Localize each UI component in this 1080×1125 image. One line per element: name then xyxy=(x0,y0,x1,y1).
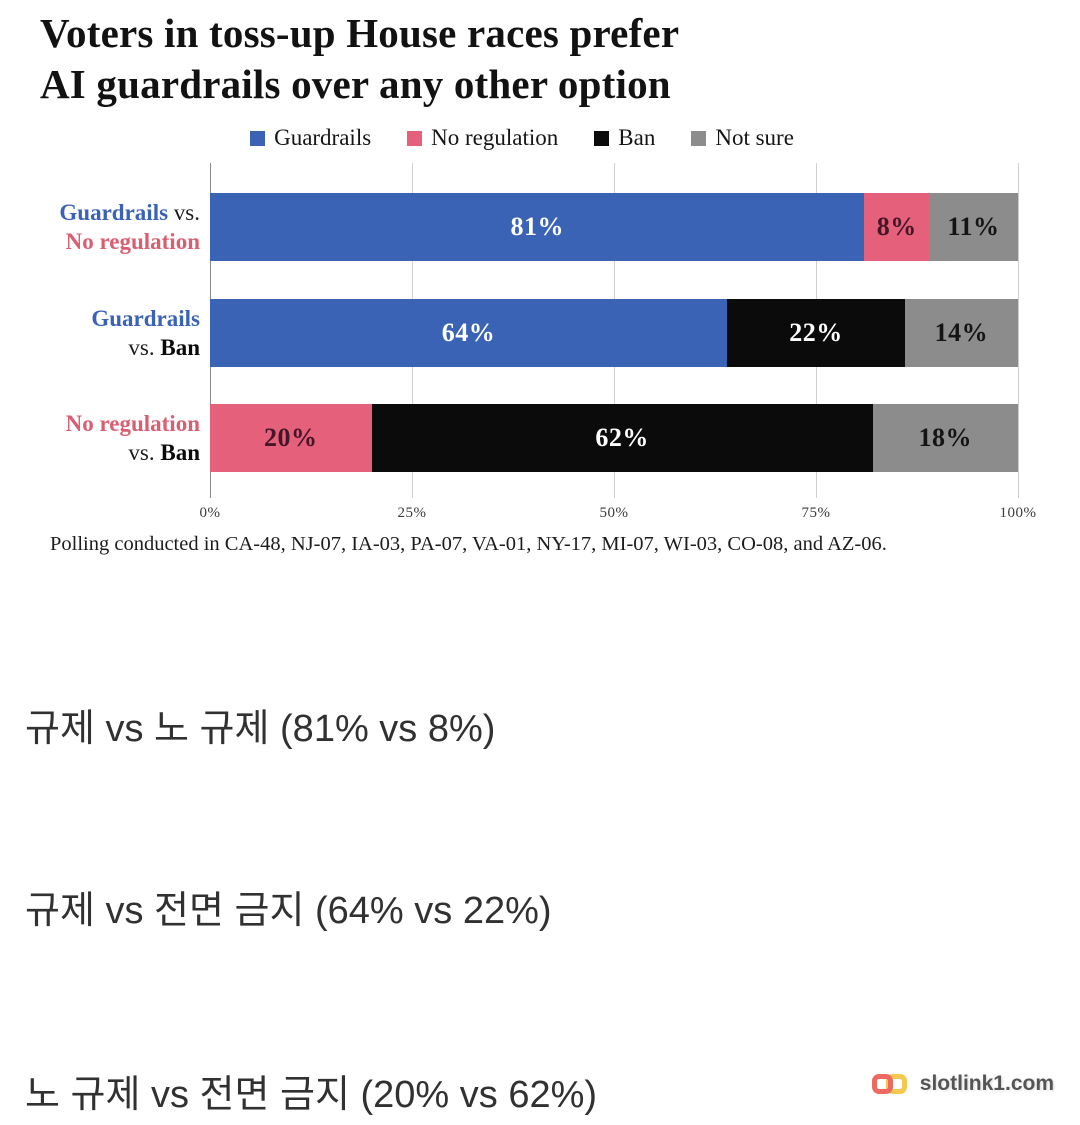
bar-row-label-line: vs. Ban xyxy=(128,335,200,360)
legend-swatch xyxy=(691,130,707,146)
bar-segment-no-regulation: 8% xyxy=(864,193,930,261)
bar-row: 64% 22% 14% xyxy=(210,299,1018,367)
watermark-text: slotlink1.com xyxy=(919,1072,1054,1095)
bar-segment-value: 8% xyxy=(876,212,917,241)
poll-chart: Voters in toss-up House races prefer AI … xyxy=(0,8,1044,555)
x-axis-tick-label: 100% xyxy=(999,505,1037,521)
legend-item-not-sure: Not sure xyxy=(691,125,794,151)
plot-area: 0% 25% 50% 75% 100% 81% 8% 11% 64% 22% 14% 20% 62% 18… xyxy=(200,163,1036,521)
x-axis-tick-label: 75% xyxy=(801,505,831,521)
bar-segment-value: 11% xyxy=(947,212,1000,241)
bar-row-label-line: vs. Ban xyxy=(128,440,200,465)
caption-row3: 노 규제 vs 전면 금지 (20% vs 62%) xyxy=(25,1074,598,1116)
caption-row1: 규제 vs 노 규제 (81% vs 8%) xyxy=(25,708,496,750)
legend-swatch xyxy=(250,130,266,146)
bar-segment-guardrails: 81% xyxy=(210,193,865,261)
x-axis-tick-label: 25% xyxy=(397,505,427,521)
bar-segment-not-sure: 11% xyxy=(929,193,1018,261)
bar-row-label-line: Guardrails vs. xyxy=(59,200,200,225)
chart-title: Voters in toss-up House races prefer AI … xyxy=(40,8,940,110)
x-axis-tick-label: 50% xyxy=(599,505,629,521)
legend-label: Guardrails xyxy=(274,125,372,150)
legend-item-guardrails: Guardrails xyxy=(250,125,371,151)
bar-segment-value: 22% xyxy=(789,318,843,347)
bar-segment-guardrails: 64% xyxy=(210,299,728,367)
bar-row: 81% 8% 11% xyxy=(210,193,1018,261)
bar-segment-value: 14% xyxy=(934,318,989,347)
bar-row-label-line: No regulation xyxy=(65,229,200,254)
legend-item-ban: Ban xyxy=(594,125,655,151)
chain-link-icon-left xyxy=(871,1074,893,1094)
legend-label: Not sure xyxy=(715,125,794,150)
bar-segment-no-regulation: 20% xyxy=(210,404,372,472)
bar-segment-not-sure: 18% xyxy=(872,404,1018,472)
legend-swatch xyxy=(594,130,610,146)
chart-title-line2: AI guardrails over any other option xyxy=(40,61,671,107)
bar-segment-ban: 62% xyxy=(371,404,873,472)
chart-footnote: Polling conducted in CA-48, NJ-07, IA-03… xyxy=(50,533,887,555)
bar-segment-value: 81% xyxy=(510,212,564,241)
legend-swatch xyxy=(407,130,423,146)
bar-row-label: Guardrails vs. Ban xyxy=(8,304,200,362)
caption-row2: 규제 vs 전면 금지 (64% vs 22%) xyxy=(25,890,552,932)
chart-legend: Guardrails No regulation Ban Not sure xyxy=(0,125,1044,151)
x-axis-tick-label: 0% xyxy=(199,505,221,521)
bar-segment-not-sure: 14% xyxy=(904,299,1018,367)
chart-title-line1: Voters in toss-up House races prefer xyxy=(40,10,680,56)
watermark: slotlink1.com xyxy=(871,1068,1054,1100)
bar-row-label-line: No regulation xyxy=(65,411,200,436)
bar-row-label: No regulation vs. Ban xyxy=(8,409,200,467)
legend-label: Ban xyxy=(618,125,656,150)
gridline xyxy=(1018,163,1019,498)
legend-item-no-regulation: No regulation xyxy=(407,125,558,151)
bar-row: 20% 62% 18% xyxy=(210,404,1018,472)
bar-row-label: Guardrails vs. No regulation xyxy=(8,198,200,256)
bar-segment-value: 64% xyxy=(441,318,496,347)
bar-segment-value: 18% xyxy=(918,423,973,452)
legend-label: No regulation xyxy=(431,125,559,150)
chain-link-icon xyxy=(871,1071,911,1097)
bar-row-label-line: Guardrails xyxy=(91,306,200,331)
bar-segment-value: 62% xyxy=(595,423,649,452)
bar-segment-ban: 22% xyxy=(727,299,905,367)
bar-segment-value: 20% xyxy=(264,423,318,452)
